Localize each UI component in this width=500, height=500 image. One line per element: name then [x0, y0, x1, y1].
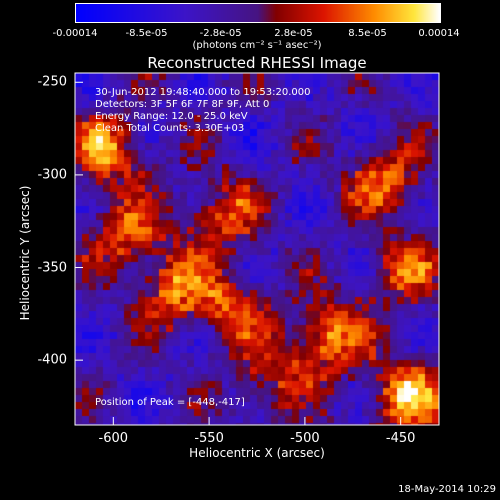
colorbar-tick-label: -2.8e-05 [199, 28, 242, 39]
x-tick-label: -600 [98, 431, 129, 446]
annotation-time: 30-Jun-2012 19:48:40.000 to 19:53:20.000 [95, 87, 311, 98]
annotation-detectors: Detectors: 3F 5F 6F 7F 8F 9F, Att 0 [95, 99, 270, 110]
colorbar-tick-label: -8.5e-05 [125, 28, 168, 39]
x-tick-label: -500 [290, 431, 320, 446]
y-tick-label: -350 [37, 260, 67, 276]
chart-title: Reconstructed RHESSI Image [147, 54, 367, 72]
annotation-peak: Position of Peak = [-448,-417] [95, 397, 245, 408]
y-tick-label: -400 [37, 352, 67, 368]
x-axis-label: Heliocentric X (arcsec) [189, 446, 325, 460]
colorbar-tick-label: 8.5e-05 [348, 28, 387, 39]
colorbar-tick-label: 2.8e-05 [274, 28, 313, 39]
colorbar-tick-label: -0.00014 [52, 28, 98, 39]
annotation-clean: Clean Total Counts: 3.30E+03 [95, 123, 245, 134]
footer-date: 18-May-2014 10:29 [398, 484, 496, 495]
x-tick-label: -450 [385, 431, 416, 446]
y-tick-label: -250 [37, 74, 67, 90]
colorbar-tick-label: 0.00014 [418, 28, 460, 39]
annotation-energy: Energy Range: 12.0 - 25.0 keV [95, 111, 248, 122]
x-tick-label: -550 [194, 431, 224, 446]
colorbar [75, 3, 441, 23]
colorbar-label: (photons cm⁻² s⁻¹ asec⁻²) [192, 40, 322, 51]
y-axis-label: Heliocentric Y (arcsec) [18, 185, 32, 321]
y-tick-label: -300 [37, 167, 67, 183]
